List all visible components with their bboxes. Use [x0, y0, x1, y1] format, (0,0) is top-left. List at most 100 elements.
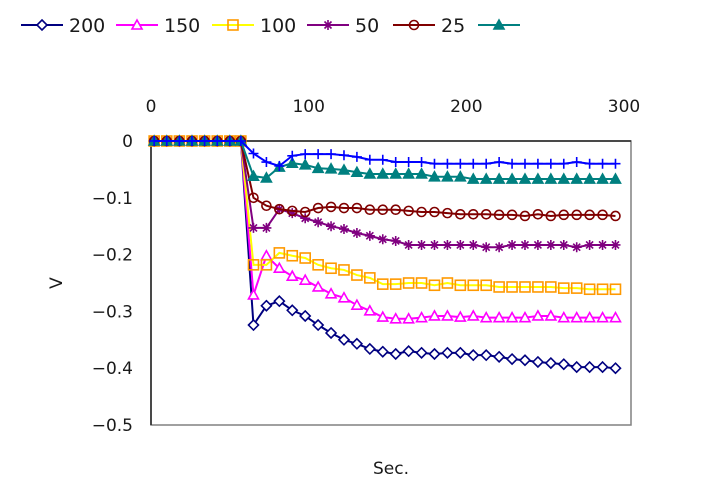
- filled-triangle-marker: [389, 167, 403, 179]
- asterisk-marker: [558, 239, 569, 250]
- circle-marker: [403, 205, 414, 217]
- filled-triangle-marker: [466, 172, 480, 184]
- plus-marker: [186, 136, 197, 146]
- legend-label: 150: [164, 15, 200, 37]
- diamond-marker: [596, 360, 609, 374]
- y-tick-label: 0: [122, 132, 133, 152]
- square-marker: [609, 283, 622, 296]
- diamond-marker: [402, 345, 415, 358]
- filled-triangle-marker: [337, 163, 351, 175]
- filled-triangle-marker: [583, 172, 596, 184]
- circle-marker: [610, 210, 621, 222]
- plus-marker: [429, 158, 440, 169]
- asterisk-marker: [532, 239, 543, 250]
- diamond-marker: [376, 345, 389, 358]
- circle-marker: [480, 208, 492, 220]
- square-marker: [389, 278, 402, 290]
- triangle-marker: [363, 304, 377, 316]
- filled-triangle-marker: [247, 169, 260, 182]
- asterisk-marker: [545, 239, 556, 250]
- circle-marker: [312, 202, 324, 214]
- filled-triangle-marker: [376, 167, 390, 179]
- diamond-marker: [350, 337, 364, 350]
- filled-triangle-marker: [285, 156, 299, 168]
- square-marker: [415, 277, 428, 289]
- circle-marker: [408, 19, 420, 31]
- plus-marker: [442, 158, 453, 169]
- circle-marker: [325, 201, 337, 213]
- square-marker: [532, 281, 544, 293]
- diamond-marker: [415, 346, 428, 359]
- plus-marker: [481, 158, 492, 169]
- plus-marker: [507, 158, 518, 169]
- asterisk-marker: [351, 228, 362, 239]
- filled-triangle-marker: [363, 167, 377, 179]
- triangle-marker: [428, 309, 441, 321]
- circle-marker: [364, 204, 376, 216]
- diamond-marker: [518, 354, 532, 367]
- diamond-marker: [480, 349, 493, 362]
- diamond-marker: [260, 299, 273, 312]
- diamond-marker: [557, 358, 570, 371]
- square-marker: [260, 259, 273, 271]
- square-marker: [506, 281, 518, 293]
- circle-marker: [571, 209, 583, 221]
- plus-marker: [597, 158, 608, 169]
- plus-marker: [287, 150, 298, 161]
- legend-item: 200: [21, 15, 105, 37]
- filled-triangle-marker: [311, 161, 325, 174]
- diamond-marker: [324, 326, 338, 340]
- filled-triangle-marker: [596, 172, 609, 184]
- asterisk-marker: [429, 239, 440, 250]
- square-marker: [273, 247, 286, 259]
- filled-triangle-marker: [415, 167, 428, 179]
- y-tick-label: −0.4: [92, 359, 133, 379]
- diamond-marker: [311, 318, 325, 332]
- plus-marker: [274, 160, 285, 171]
- diamond-marker: [273, 295, 286, 308]
- asterisk-marker: [610, 239, 621, 250]
- y-axis-ticks: 0 −0.1 −0.2 −0.3 −0.4 −0.5: [92, 132, 156, 436]
- triangle-marker: [376, 310, 390, 322]
- filled-triangle-marker: [570, 172, 584, 184]
- asterisk-marker: [455, 239, 466, 250]
- filled-triangle-marker: [505, 172, 519, 184]
- square-marker: [351, 269, 363, 281]
- legend-item: [478, 18, 520, 30]
- x-axis-ticks: 0 100 200 300: [146, 97, 640, 147]
- square-marker: [493, 281, 505, 293]
- circle-marker: [351, 202, 363, 214]
- filled-triangle-marker: [492, 172, 506, 184]
- triangle-marker: [272, 261, 286, 274]
- triangle-marker: [557, 311, 571, 323]
- legend-label: 50: [355, 15, 379, 37]
- plus-marker: [248, 148, 259, 159]
- triangle-marker: [466, 309, 480, 321]
- diamond-marker: [531, 355, 545, 369]
- triangle-marker: [518, 311, 532, 323]
- triangle-marker: [415, 311, 428, 323]
- triangle-marker: [492, 311, 506, 323]
- circle-marker: [584, 209, 595, 221]
- plus-marker: [494, 157, 505, 168]
- circle-marker: [467, 208, 479, 220]
- triangle-marker: [298, 273, 312, 285]
- y-tick-label: −0.1: [92, 189, 133, 209]
- filled-triangle-marker: [260, 171, 273, 183]
- plus-marker: [468, 158, 479, 169]
- square-marker: [338, 264, 350, 276]
- circle-marker: [455, 208, 466, 220]
- filled-triangle-marker: [428, 170, 441, 182]
- filled-triangle-marker: [324, 162, 338, 174]
- circle-marker: [390, 204, 401, 216]
- plus-marker: [571, 157, 582, 168]
- plus-marker: [610, 158, 621, 169]
- circle-marker: [532, 208, 544, 220]
- plus-marker: [261, 157, 272, 168]
- triangle-marker: [311, 280, 325, 292]
- plus-marker: [455, 158, 466, 169]
- filled-triangle-marker: [479, 172, 493, 184]
- y-axis-title: V: [47, 277, 67, 289]
- filled-triangle-marker: [402, 167, 415, 179]
